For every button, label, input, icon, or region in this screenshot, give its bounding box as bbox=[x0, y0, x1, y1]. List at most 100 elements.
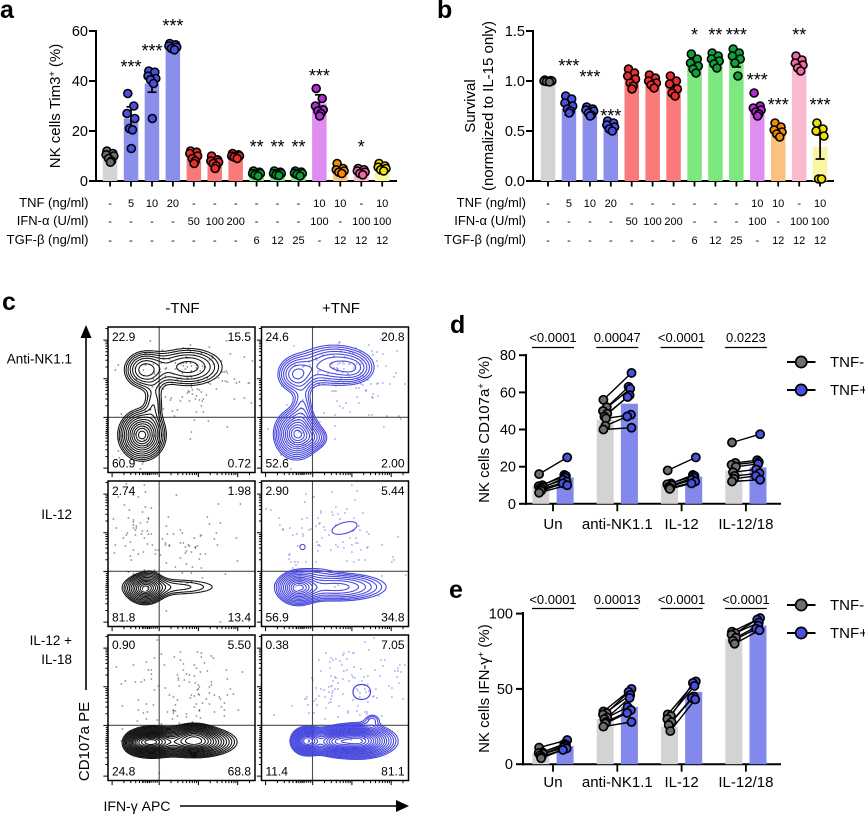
svg-text:***: *** bbox=[120, 57, 141, 77]
svg-text:c: c bbox=[2, 288, 16, 316]
svg-text:IL-12 +: IL-12 + bbox=[30, 633, 73, 648]
svg-text:34.8: 34.8 bbox=[381, 611, 405, 625]
svg-text:-: - bbox=[672, 235, 676, 247]
svg-text:-: - bbox=[714, 216, 718, 228]
svg-text:100: 100 bbox=[373, 216, 391, 228]
svg-text:60: 60 bbox=[72, 24, 88, 40]
svg-text:0.00013: 0.00013 bbox=[594, 592, 641, 607]
svg-text:***: *** bbox=[600, 106, 621, 126]
svg-text:-: - bbox=[234, 198, 238, 210]
svg-text:**: ** bbox=[792, 25, 806, 45]
svg-text:12: 12 bbox=[376, 235, 388, 247]
svg-text:0.5: 0.5 bbox=[505, 124, 525, 140]
svg-text:-: - bbox=[150, 235, 154, 247]
svg-text:0.38: 0.38 bbox=[266, 638, 290, 652]
svg-text:2.00: 2.00 bbox=[381, 457, 405, 471]
svg-text:12: 12 bbox=[793, 235, 805, 247]
svg-text:100: 100 bbox=[748, 216, 766, 228]
svg-text:81.8: 81.8 bbox=[112, 611, 136, 625]
svg-text:60.9: 60.9 bbox=[112, 457, 136, 471]
svg-text:TNF (ng/ml): TNF (ng/ml) bbox=[19, 195, 88, 210]
svg-text:NK cells IFN-γ+ (%): NK cells IFN-γ+ (%) bbox=[476, 624, 493, 753]
svg-text:1.98: 1.98 bbox=[228, 484, 252, 498]
svg-text:NK cells CD107a+ (%): NK cells CD107a+ (%) bbox=[476, 356, 493, 503]
svg-text:50: 50 bbox=[188, 216, 200, 228]
svg-text:<0.0001: <0.0001 bbox=[658, 330, 705, 345]
svg-text:***: *** bbox=[810, 95, 831, 115]
svg-text:<0.0001: <0.0001 bbox=[529, 330, 576, 345]
svg-text:100: 100 bbox=[489, 607, 513, 623]
svg-text:-: - bbox=[234, 235, 238, 247]
svg-text:**: ** bbox=[708, 25, 722, 45]
svg-text:Un: Un bbox=[543, 516, 562, 533]
svg-text:***: *** bbox=[768, 95, 789, 115]
svg-text:-: - bbox=[797, 198, 801, 210]
svg-text:***: *** bbox=[579, 67, 600, 87]
svg-text:IL-12: IL-12 bbox=[664, 774, 698, 791]
svg-text:50: 50 bbox=[626, 216, 638, 228]
svg-text:TNF+: TNF+ bbox=[830, 382, 865, 399]
svg-text:-: - bbox=[672, 198, 676, 210]
svg-text:20: 20 bbox=[605, 198, 617, 210]
svg-text:0: 0 bbox=[508, 497, 516, 513]
svg-text:0.72: 0.72 bbox=[228, 457, 252, 471]
svg-text:<0.0001: <0.0001 bbox=[658, 592, 705, 607]
svg-text:12: 12 bbox=[334, 235, 346, 247]
svg-text:TNF+: TNF+ bbox=[830, 625, 865, 642]
svg-text:-: - bbox=[192, 198, 196, 210]
svg-text:1.0: 1.0 bbox=[505, 74, 525, 90]
svg-text:-: - bbox=[567, 235, 571, 247]
svg-text:-: - bbox=[588, 235, 592, 247]
svg-text:***: *** bbox=[558, 56, 579, 76]
svg-text:TGF-β (ng/ml): TGF-β (ng/ml) bbox=[7, 232, 89, 247]
svg-text:-: - bbox=[714, 198, 718, 210]
svg-text:-: - bbox=[108, 216, 112, 228]
svg-text:200: 200 bbox=[664, 216, 682, 228]
svg-text:-: - bbox=[630, 235, 634, 247]
svg-text:20.8: 20.8 bbox=[381, 330, 405, 344]
svg-text:-: - bbox=[171, 216, 175, 228]
svg-text:100: 100 bbox=[811, 216, 829, 228]
svg-text:-: - bbox=[297, 198, 301, 210]
svg-text:b: b bbox=[437, 0, 452, 24]
svg-text:-: - bbox=[129, 216, 133, 228]
svg-text:68.8: 68.8 bbox=[228, 765, 252, 779]
svg-text:1.5: 1.5 bbox=[505, 24, 525, 40]
svg-text:-: - bbox=[588, 216, 592, 228]
svg-text:0.90: 0.90 bbox=[112, 638, 136, 652]
svg-text:-: - bbox=[255, 216, 259, 228]
svg-text:100: 100 bbox=[310, 216, 328, 228]
svg-text:-: - bbox=[171, 235, 175, 247]
svg-text:**: ** bbox=[250, 137, 264, 157]
svg-text:12: 12 bbox=[709, 235, 721, 247]
svg-text:0.0223: 0.0223 bbox=[726, 330, 766, 345]
svg-text:100: 100 bbox=[352, 216, 370, 228]
svg-text:anti-NK1.1: anti-NK1.1 bbox=[582, 516, 653, 533]
svg-text:IFN-α (U/ml): IFN-α (U/ml) bbox=[17, 213, 89, 228]
svg-text:Un: Un bbox=[543, 774, 562, 791]
svg-text:24.8: 24.8 bbox=[112, 765, 136, 779]
svg-text:2.90: 2.90 bbox=[266, 484, 290, 498]
svg-text:52.6: 52.6 bbox=[266, 457, 290, 471]
svg-text:***: *** bbox=[162, 16, 183, 36]
svg-text:2.74: 2.74 bbox=[112, 484, 136, 498]
svg-text:56.9: 56.9 bbox=[266, 611, 290, 625]
svg-text:-: - bbox=[192, 235, 196, 247]
svg-text:-: - bbox=[359, 198, 363, 210]
svg-text:anti-NK1.1: anti-NK1.1 bbox=[582, 774, 653, 791]
svg-text:100: 100 bbox=[206, 216, 224, 228]
svg-text:-: - bbox=[276, 198, 280, 210]
svg-text:20: 20 bbox=[500, 460, 516, 476]
svg-text:**: ** bbox=[291, 137, 305, 157]
svg-text:a: a bbox=[0, 0, 15, 24]
svg-text:7.05: 7.05 bbox=[381, 638, 405, 652]
svg-text:40: 40 bbox=[500, 423, 516, 439]
svg-text:25: 25 bbox=[292, 235, 304, 247]
svg-text:-: - bbox=[213, 198, 217, 210]
svg-text:-: - bbox=[651, 198, 655, 210]
svg-text:20: 20 bbox=[167, 198, 179, 210]
svg-text:*: * bbox=[358, 137, 365, 157]
svg-text:**: ** bbox=[270, 137, 284, 157]
svg-text:10: 10 bbox=[751, 198, 763, 210]
svg-text:50: 50 bbox=[497, 682, 513, 698]
